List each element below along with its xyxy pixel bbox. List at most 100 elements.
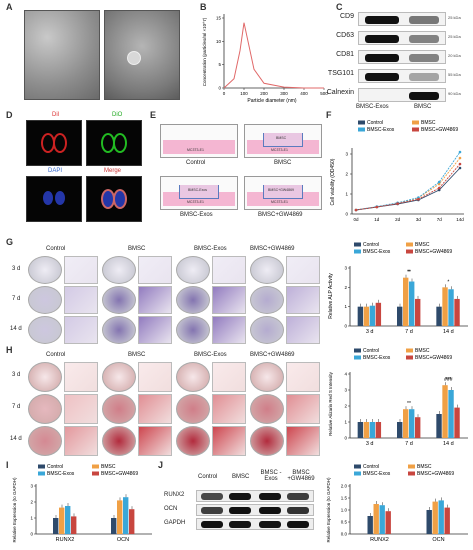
viability-xtick-label: 7d	[437, 217, 443, 222]
stain-micrograph	[138, 426, 172, 456]
ytick-label: 1	[30, 516, 33, 521]
bar	[409, 281, 415, 326]
stain-micrograph	[286, 286, 320, 314]
legend-label: Control	[363, 348, 379, 354]
significance-mark: ***	[445, 377, 451, 383]
legend-label: BMSC-Exos	[363, 249, 391, 255]
transwell-gw: BMSC+GW4869 MC3T3-E1	[244, 176, 322, 210]
j-lane-gw: BMSC +GW4869	[287, 470, 315, 482]
nta-chart: 0 100 200 300 400 500 0 5 10 15 Particle diameter…	[202, 14, 328, 104]
bar	[373, 504, 379, 534]
viability-xtick-label: 14d	[456, 217, 464, 222]
g-col-control: Control	[46, 246, 66, 252]
viability-lines	[354, 150, 462, 212]
viability-point	[458, 166, 462, 170]
stain-micrograph	[138, 286, 172, 314]
ytick-label: 0.5	[341, 520, 348, 525]
bar	[367, 516, 373, 534]
legend-swatch	[354, 471, 361, 476]
legend-swatch	[406, 348, 413, 353]
panel-label-c: C	[336, 2, 343, 12]
legend-label: BMSC-Exos	[363, 471, 391, 477]
wb-label-tsg101: TSG101	[327, 70, 354, 77]
bar	[357, 306, 364, 326]
bar	[415, 417, 421, 438]
bar	[403, 277, 409, 326]
category-label: 3 d	[366, 441, 374, 447]
nta-xtick-label: 200	[260, 91, 268, 96]
wb-band	[409, 92, 439, 100]
j-bars: 0.0 0.5 1.0 1.5 2.0 RUNX2 OCN	[341, 484, 450, 543]
h-col-control: Control	[46, 352, 66, 358]
stain-well	[28, 362, 62, 392]
stain-well	[176, 394, 210, 424]
wb-lane-exos: BMSC-Exos	[356, 104, 389, 110]
stain-micrograph	[286, 316, 320, 344]
tw-cell-label: MC3T3-E1	[271, 148, 288, 152]
category-label: 7 d	[405, 329, 413, 335]
tw-insert-label: BMSC	[276, 136, 287, 140]
stain-well	[102, 394, 136, 424]
wb-label-cd9: CD9	[339, 13, 354, 20]
wb-label-calnexin: Calnexin	[326, 89, 354, 96]
wb-lane-bmsc: BMSC	[414, 104, 432, 110]
bar	[444, 507, 450, 534]
legend-label: BMSC-Exos	[363, 355, 391, 361]
nta-xtick-label: 0	[223, 91, 226, 96]
g-col-gw: BMSC+GW4869	[250, 246, 295, 252]
fluo-image-dapi	[26, 176, 82, 222]
stain-micrograph	[286, 256, 320, 284]
j-ylabel: Relative Expression (to GAPDH)	[326, 477, 331, 543]
bar	[363, 422, 370, 438]
viability-point	[437, 186, 441, 190]
viability-series-line	[355, 167, 461, 211]
category-label: 14 d	[443, 441, 454, 447]
legend-label: BMSC	[415, 242, 430, 248]
stain-well	[250, 362, 284, 392]
viability-series-line	[355, 163, 461, 211]
transwell-bmsc: BMSC MC3T3-E1	[244, 124, 322, 158]
fluo-label-dil: Dil	[52, 112, 59, 118]
legend-label: Control	[363, 464, 379, 470]
ytick-label: 0	[344, 324, 347, 329]
stain-micrograph	[286, 394, 320, 424]
stain-well	[176, 362, 210, 392]
tw-cell-label: MC3T3-E1	[271, 200, 288, 204]
nta-xlabel: Particle diameter (nm)	[247, 98, 297, 104]
stain-well	[28, 256, 62, 284]
ytick-label: 1.0	[341, 508, 348, 513]
stain-micrograph	[212, 316, 246, 344]
stain-well	[176, 256, 210, 284]
ars-legend: Control BMSC BMSC-Exos BMSC+GW4869	[354, 348, 452, 361]
wb-kda-tsg101: 55 kDa	[448, 72, 461, 77]
bar	[117, 500, 123, 534]
bar	[448, 390, 454, 438]
bar	[123, 497, 129, 534]
stain-well	[250, 316, 284, 344]
stain-micrograph	[64, 362, 98, 392]
legend-label: Control	[47, 464, 63, 470]
wb-band	[409, 35, 439, 43]
tw-caption-gw: BMSC+GW4869	[258, 212, 303, 218]
j-blot-gapdh	[196, 518, 314, 530]
wb-kda-cd63: 25 kDa	[448, 34, 461, 39]
legend-label: BMSC+GW4869	[421, 127, 458, 133]
wb-kda-cd9: 25 kDa	[448, 15, 461, 20]
significance-mark: *	[447, 279, 449, 285]
viability-ytick-label: 0	[345, 212, 348, 217]
bar	[438, 500, 444, 534]
legend-swatch	[38, 471, 45, 476]
ytick-label: 3	[344, 266, 347, 271]
viability-point	[437, 180, 441, 184]
tem-image-low-mag	[24, 10, 100, 100]
bar	[71, 516, 77, 534]
stain-well	[28, 426, 62, 456]
ytick-label: 2	[344, 285, 347, 290]
alp-ylabel: Relative ALP Activity	[328, 273, 334, 319]
bar	[403, 409, 409, 438]
legend-label: Control	[363, 242, 379, 248]
bar	[397, 422, 403, 438]
h-col-gw: BMSC+GW4869	[250, 352, 295, 358]
viability-ytick-label: 2	[345, 172, 348, 177]
